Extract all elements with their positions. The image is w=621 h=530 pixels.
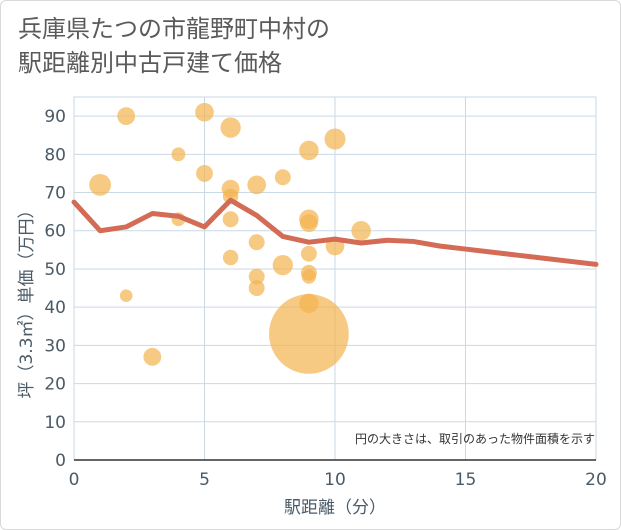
x-tick-label: 20 xyxy=(585,470,607,490)
bubble-point xyxy=(171,147,186,162)
bubble-point xyxy=(248,234,265,251)
bubble-point xyxy=(222,211,239,228)
bubble-point xyxy=(269,294,349,374)
trend-line xyxy=(71,197,599,267)
x-tick-label: 0 xyxy=(69,470,80,490)
chart-title-line1: 兵庫県たつの市龍野町中村の xyxy=(18,15,330,43)
y-tick-label: 70 xyxy=(44,184,66,204)
y-axis-label: 坪（3.3㎡）単価（万円） xyxy=(17,201,37,398)
x-axis-label: 駅距離（分） xyxy=(284,498,386,518)
bubble-point xyxy=(247,175,267,195)
trend-line-series xyxy=(71,197,599,267)
bubble-point xyxy=(117,107,136,126)
bubble-point xyxy=(324,128,346,150)
bubble-point xyxy=(195,102,214,122)
chart-title: 兵庫県たつの市龍野町中村の 駅距離別中古戸建て価格 xyxy=(18,12,330,80)
bubble-point xyxy=(351,220,371,241)
bubble-point xyxy=(274,169,291,186)
x-tick-label: 5 xyxy=(199,470,210,490)
bubble-point xyxy=(248,280,265,297)
y-tick-label: 60 xyxy=(44,222,66,242)
bubble-point xyxy=(196,164,213,182)
y-tick-label: 20 xyxy=(44,375,66,395)
bubble-point xyxy=(299,214,318,233)
x-tick-label: 10 xyxy=(324,470,346,490)
y-tick-label: 90 xyxy=(44,107,66,127)
y-tick-label: 0 xyxy=(55,451,66,471)
bubble-point xyxy=(272,254,293,276)
y-tick-label: 50 xyxy=(44,260,66,280)
axis-ticks: 0 10 20 30 40 50 60 70 80 90 0 5 10 15 20 xyxy=(44,107,606,490)
size-note: 円の大きさは、取引のあった物件面積を示す xyxy=(355,431,595,446)
bubble-point xyxy=(119,289,133,302)
y-tick-label: 10 xyxy=(44,413,66,433)
bubble-point xyxy=(143,347,162,366)
bubble-point xyxy=(301,269,317,284)
bubble-point xyxy=(220,117,241,138)
chart-title-line2: 駅距離別中古戸建て価格 xyxy=(18,49,282,77)
y-tick-label: 40 xyxy=(44,298,66,318)
bubble-series xyxy=(89,102,371,374)
grid-lines xyxy=(73,96,597,461)
bubble-point xyxy=(222,249,239,266)
bubble-point xyxy=(300,245,317,262)
y-tick-label: 80 xyxy=(44,145,66,165)
bubble-point xyxy=(299,140,319,161)
bubble-point xyxy=(89,173,112,196)
y-tick-label: 30 xyxy=(44,336,66,356)
x-tick-label: 15 xyxy=(455,470,477,490)
bubble-point xyxy=(248,268,265,285)
